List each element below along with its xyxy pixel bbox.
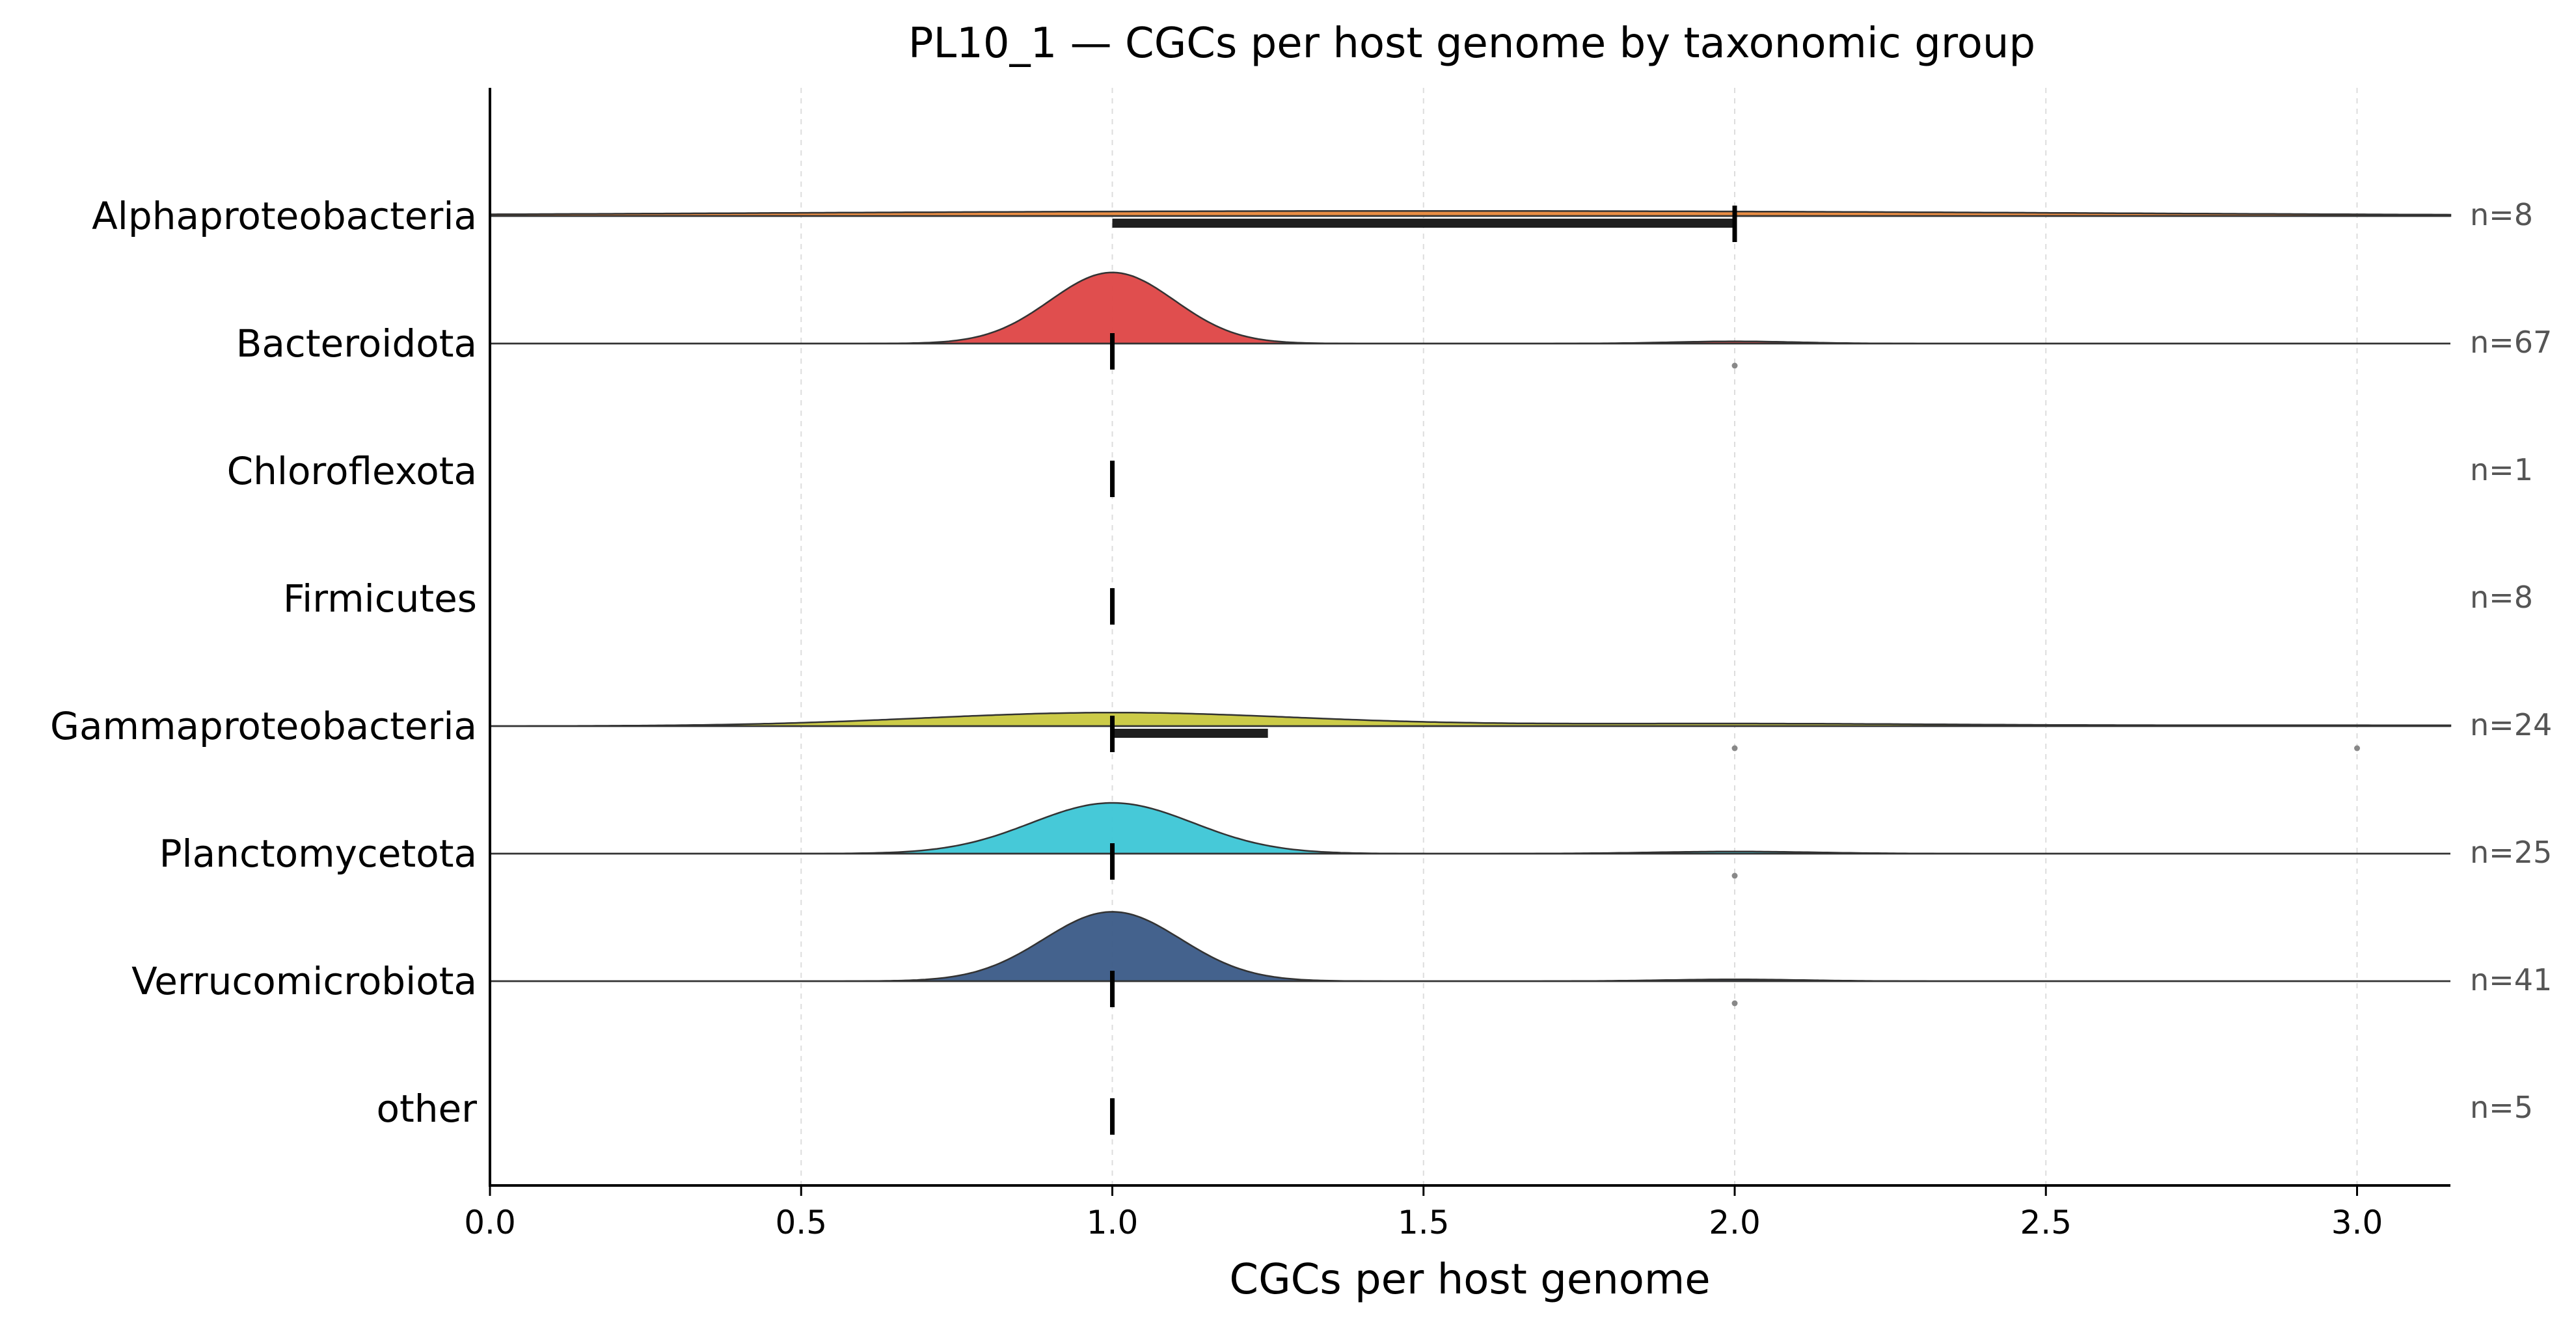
x-tick-label: 3.0 xyxy=(2331,1204,2383,1241)
ridge-bacteroidota xyxy=(490,271,2450,370)
n-count-labels: n=8 n=67 n=1 n=8 n=24 n=25 n=41 n=5 xyxy=(2470,197,2552,1125)
iqr-bar-gammaproteobacteria xyxy=(1112,729,1268,738)
n-label-bacteroidota: n=67 xyxy=(2470,325,2552,360)
outlier-point xyxy=(1731,873,1738,879)
n-label-gammaproteobacteria: n=24 xyxy=(2470,707,2552,742)
ridge-alphaproteobacteria xyxy=(489,206,2452,242)
ridge-gammaproteobacteria xyxy=(489,711,2452,752)
n-label-other: n=5 xyxy=(2470,1090,2533,1125)
x-ticks: 0.0 0.5 1.0 1.5 2.0 2.5 3.0 xyxy=(464,1185,2383,1241)
x-tick-label: 0.5 xyxy=(775,1204,827,1241)
y-category-labels: Alphaproteobacteria Bacteroidota Chlorofle… xyxy=(50,194,477,1131)
outlier-point xyxy=(1731,1000,1738,1007)
density-planctomycetota xyxy=(490,802,2450,855)
x-gridlines xyxy=(489,88,2358,1185)
x-tick-label: 2.5 xyxy=(2020,1204,2072,1241)
category-label-verrucomicrobiota: Verrucomicrobiota xyxy=(131,959,477,1003)
density-verrucomicrobiota xyxy=(490,911,2450,982)
ridge-verrucomicrobiota xyxy=(490,911,2450,1007)
n-label-planctomycetota: n=25 xyxy=(2470,835,2552,870)
density-bacteroidota xyxy=(490,271,2450,345)
x-axis-label: CGCs per host genome xyxy=(1229,1256,1710,1304)
n-label-verrucomicrobiota: n=41 xyxy=(2470,962,2552,997)
category-label-other: other xyxy=(376,1087,477,1131)
density-alphaproteobacteria xyxy=(489,210,2452,217)
x-tick-label: 0.0 xyxy=(464,1204,516,1241)
ridges xyxy=(489,206,2452,1135)
n-label-chloroflexota: n=1 xyxy=(2470,452,2533,487)
category-label-firmicutes: Firmicutes xyxy=(283,576,477,621)
ridge-planctomycetota xyxy=(490,802,2450,880)
x-tick-label: 1.5 xyxy=(1398,1204,1450,1241)
category-label-gammaproteobacteria: Gammaproteobacteria xyxy=(50,704,477,748)
category-label-planctomycetota: Planctomycetota xyxy=(159,832,477,876)
outlier-point xyxy=(2354,745,2361,751)
x-tick-label: 1.0 xyxy=(1087,1204,1139,1241)
x-tick-label: 2.0 xyxy=(1709,1204,1761,1241)
axes xyxy=(489,88,2450,1187)
iqr-bar-alphaproteobacteria xyxy=(1112,219,1735,228)
n-label-firmicutes: n=8 xyxy=(2470,580,2533,615)
outlier-point xyxy=(1731,362,1738,369)
outlier-point xyxy=(1731,745,1738,751)
chart-title: PL10_1 — CGCs per host genome by taxonom… xyxy=(908,20,2035,68)
category-label-alphaproteobacteria: Alphaproteobacteria xyxy=(92,194,477,238)
n-label-alphaproteobacteria: n=8 xyxy=(2470,197,2533,232)
density-gammaproteobacteria xyxy=(489,711,2452,727)
category-label-bacteroidota: Bacteroidota xyxy=(236,321,477,366)
category-label-chloroflexota: Chloroflexota xyxy=(227,449,477,493)
